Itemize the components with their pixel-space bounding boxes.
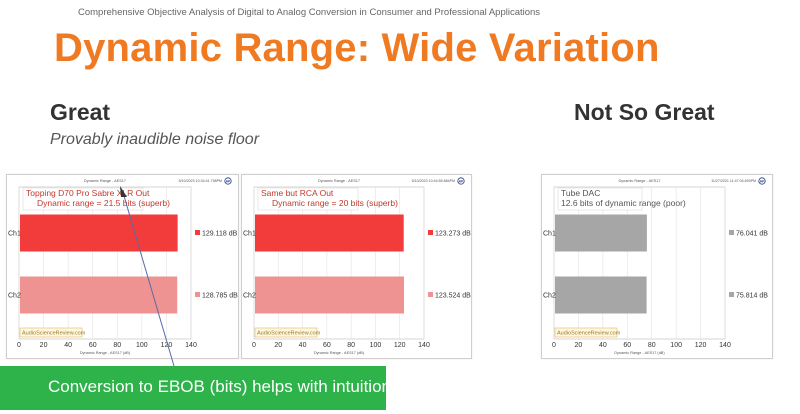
- bar: [255, 276, 404, 314]
- chart-timestamp: 5/10/2023 10:44:55.884PM: [412, 179, 455, 183]
- chart-panel-1: Dynamic Range - AES17 5/10/2023 10:34:41.…: [6, 174, 239, 359]
- x-tick-label: 60: [89, 342, 97, 349]
- x-tick-label: 60: [623, 342, 631, 349]
- not-great-heading: Not So Great: [574, 99, 715, 125]
- value-label: 129.118 dB: [202, 231, 238, 238]
- legend-swatch: [428, 292, 433, 297]
- cursor-icon: [120, 186, 127, 197]
- x-tick-label: 140: [185, 342, 197, 349]
- ap-logo-text: AP: [459, 179, 464, 183]
- annotation-line-2: Dynamic range = 20 bits (superb): [272, 198, 398, 208]
- bar: [20, 276, 178, 314]
- chart-1: Dynamic Range - AES17 5/10/2023 10:34:41.…: [8, 177, 238, 355]
- chart-title: Dynamic Range - AES17: [619, 179, 661, 183]
- x-tick-label: 0: [17, 342, 21, 349]
- legend-swatch: [195, 292, 200, 297]
- chart-2: Dynamic Range - AES17 5/10/2023 10:44:55.…: [243, 177, 471, 355]
- legend-swatch: [428, 230, 433, 235]
- category-label: Ch1: [8, 231, 21, 238]
- x-tick-label: 100: [136, 342, 148, 349]
- x-tick-label: 140: [719, 342, 731, 349]
- ap-logo-text: AP: [760, 179, 765, 183]
- slide-header: Comprehensive Objective Analysis of Digi…: [78, 7, 541, 18]
- ap-logo-icon: [457, 177, 465, 185]
- watermark-text: AudioScienceReview.com: [257, 331, 321, 337]
- x-tick-label: 40: [599, 342, 607, 349]
- banner: [0, 366, 386, 410]
- bar: [555, 214, 647, 252]
- value-label: 128.785 dB: [202, 293, 238, 300]
- banner-text: Conversion to EBOB (bits) helps with int…: [48, 377, 391, 396]
- great-subtitle: Provably inaudible noise floor: [50, 131, 260, 148]
- value-label: 123.524 dB: [435, 293, 471, 300]
- x-tick-label: 20: [575, 342, 583, 349]
- chart-title: Dynamic Range - AES17: [318, 179, 360, 183]
- legend-swatch: [195, 230, 200, 235]
- annotation-line-1: Topping D70 Pro Sabre XLR Out: [26, 188, 150, 198]
- plot-area: [553, 186, 726, 340]
- chart-panel-2: Dynamic Range - AES17 5/10/2023 10:44:55.…: [241, 174, 472, 359]
- x-tick-label: 100: [370, 342, 382, 349]
- x-axis-label: Dynamic Range - AES17 (dB): [314, 351, 365, 355]
- value-label: 75.814 dB: [736, 293, 768, 300]
- category-label: Ch2: [8, 293, 21, 300]
- x-axis-label: Dynamic Range - AES17 (dB): [80, 351, 131, 355]
- chart-timestamp: 5/10/2023 10:34:41.798PM: [179, 179, 222, 183]
- x-tick-label: 120: [695, 342, 707, 349]
- annotation-line-2: 12.6 bits of dynamic range (poor): [561, 198, 686, 208]
- ap-logo-icon: [224, 177, 232, 185]
- chart-timestamp: 11/27/2021 11:47:04.693PM: [711, 179, 756, 183]
- ap-logo-text: AP: [226, 179, 231, 183]
- chart-3: Dynamic Range - AES17 11/27/2021 11:47:04…: [543, 177, 768, 355]
- x-tick-label: 120: [161, 342, 173, 349]
- ap-logo-icon: [758, 177, 766, 185]
- x-tick-label: 140: [418, 342, 430, 349]
- x-tick-label: 0: [252, 342, 256, 349]
- annotation-line-1: Tube DAC: [561, 188, 600, 198]
- slide-title: Dynamic Range: Wide Variation: [54, 26, 660, 70]
- annotation-box: [22, 187, 144, 211]
- x-tick-label: 0: [552, 342, 556, 349]
- watermark-box: [19, 327, 83, 338]
- bar: [255, 214, 404, 252]
- watermark-text: AudioScienceReview.com: [22, 331, 86, 337]
- legend-swatch: [729, 292, 734, 297]
- annotation-box: [257, 187, 359, 211]
- x-tick-label: 80: [113, 342, 121, 349]
- category-label: Ch2: [543, 293, 556, 300]
- value-label: 123.273 dB: [435, 231, 471, 238]
- watermark-box: [554, 327, 618, 338]
- bar: [555, 276, 647, 314]
- x-tick-label: 80: [648, 342, 656, 349]
- value-label: 76.041 dB: [736, 231, 768, 238]
- annotation-line-1: Same but RCA Out: [261, 188, 334, 198]
- x-tick-label: 100: [670, 342, 682, 349]
- x-tick-label: 60: [323, 342, 331, 349]
- category-label: Ch2: [243, 293, 256, 300]
- x-tick-label: 40: [64, 342, 72, 349]
- great-heading: Great: [50, 99, 111, 125]
- annotation-line-2: Dynamic range = 21.5 bits (superb): [37, 198, 170, 208]
- x-tick-label: 80: [347, 342, 355, 349]
- pointer-line: [123, 195, 175, 367]
- x-tick-label: 20: [274, 342, 282, 349]
- watermark-box: [254, 327, 318, 338]
- x-axis-label: Dynamic Range - AES17 (dB): [614, 351, 665, 355]
- annotation-box: [557, 187, 643, 211]
- chart-panel-3: Dynamic Range - AES17 11/27/2021 11:47:04…: [541, 174, 773, 359]
- x-tick-label: 40: [299, 342, 307, 349]
- x-tick-label: 20: [40, 342, 48, 349]
- chart-title: Dynamic Range - AES17: [84, 179, 126, 183]
- x-tick-label: 120: [394, 342, 406, 349]
- category-label: Ch1: [243, 231, 256, 238]
- watermark-text: AudioScienceReview.com: [557, 331, 621, 337]
- bar: [20, 214, 178, 252]
- legend-swatch: [729, 230, 734, 235]
- category-label: Ch1: [543, 231, 556, 238]
